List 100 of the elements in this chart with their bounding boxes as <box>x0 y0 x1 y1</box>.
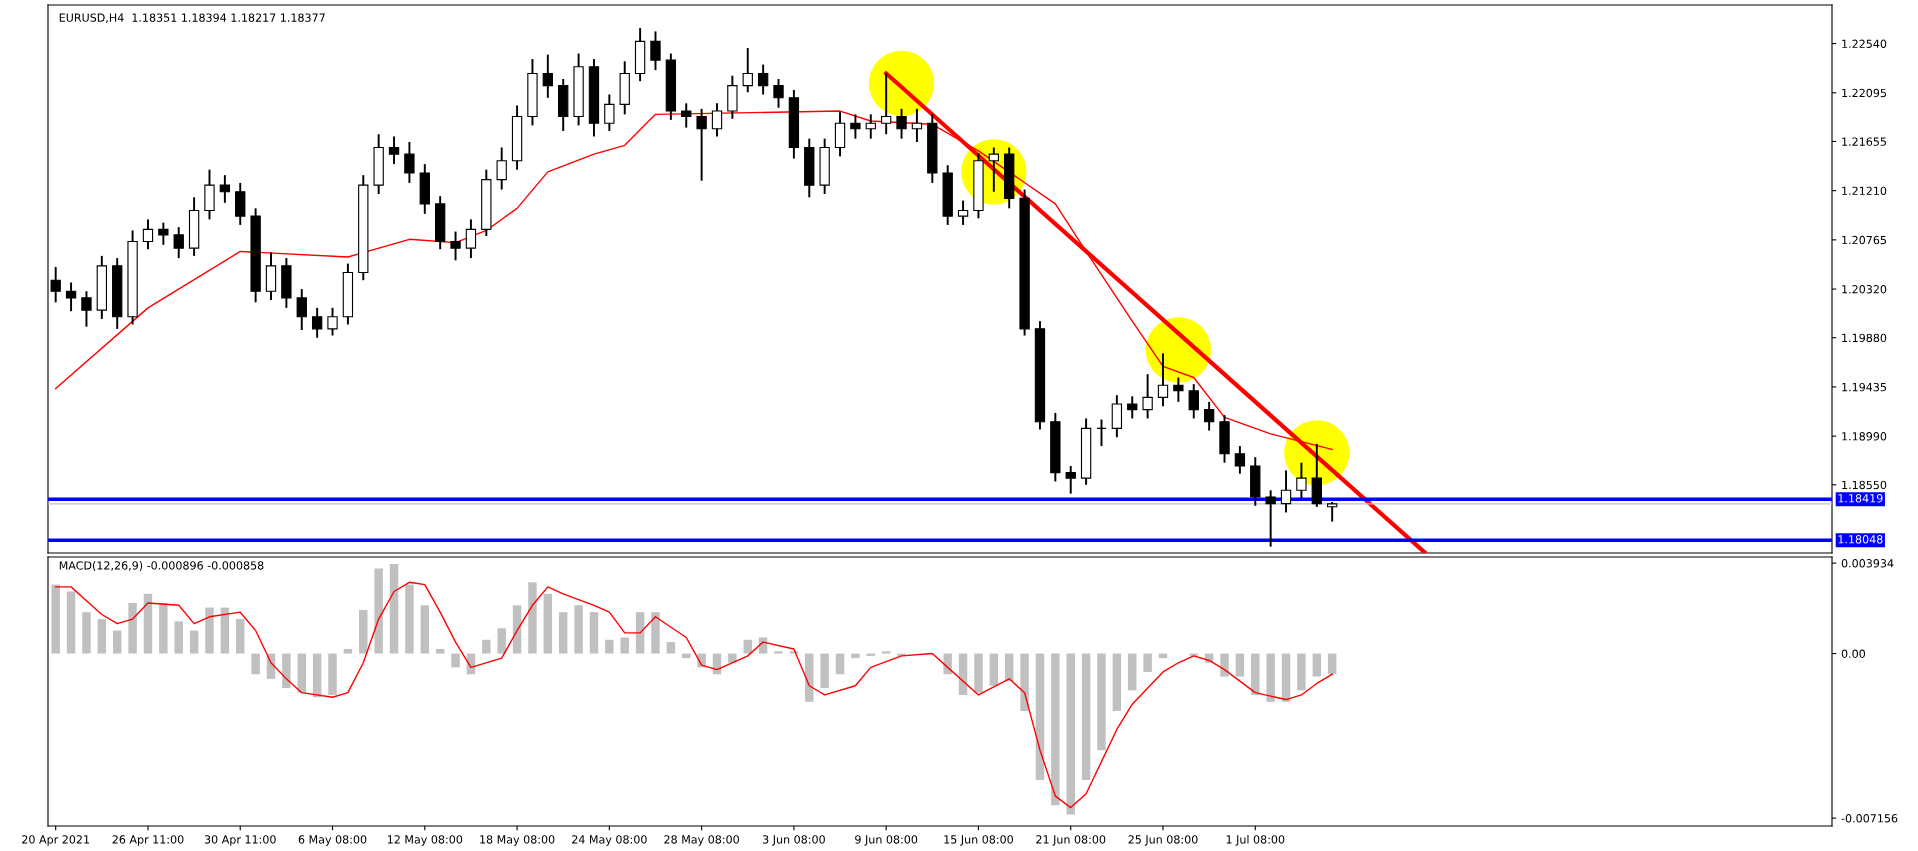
bar <box>251 653 260 675</box>
bar <box>482 639 491 654</box>
bar <box>159 602 168 654</box>
candlestick <box>496 146 507 191</box>
candlestick <box>81 290 92 328</box>
bar <box>1281 653 1291 702</box>
candlestick <box>1265 489 1276 548</box>
x-tick-label: 21 Jun 08:00 <box>1036 835 1106 846</box>
bar <box>758 637 768 654</box>
x-tick-label: 20 Apr 2021 <box>22 835 90 846</box>
candlestick <box>65 281 77 313</box>
bar <box>651 612 660 654</box>
bar <box>374 568 383 654</box>
point <box>868 50 935 116</box>
bar <box>297 653 306 693</box>
line-series <box>54 581 1333 809</box>
candlestick <box>850 113 861 140</box>
candlestick <box>311 306 323 339</box>
bar <box>1081 653 1091 781</box>
candlestick <box>173 226 184 260</box>
candlestick <box>604 93 615 132</box>
bar <box>112 630 122 654</box>
candlestick <box>1296 461 1307 500</box>
bar <box>881 651 891 654</box>
candlestick <box>865 113 876 140</box>
bar <box>328 653 337 695</box>
bar <box>1297 653 1306 691</box>
candlestick <box>1280 469 1292 514</box>
x-tick-label: 28 May 08:00 <box>664 835 739 846</box>
candlestick <box>542 53 553 99</box>
bar <box>958 653 968 695</box>
bar <box>312 653 322 698</box>
candlestick <box>450 230 461 262</box>
bar <box>282 653 291 689</box>
candlestick <box>881 72 892 136</box>
y-tick-label: 1.20320 <box>1842 285 1887 294</box>
bar <box>743 639 752 654</box>
x-tick-label: 3 Jun 08:00 <box>762 835 825 846</box>
bar <box>543 593 553 654</box>
bar <box>1220 653 1229 677</box>
bar <box>497 628 506 654</box>
bar <box>1327 653 1337 675</box>
bar <box>774 651 783 654</box>
candlestick <box>757 63 769 96</box>
x-tick-label: 30 Apr 11:00 <box>204 835 276 846</box>
y-tick-label: 1.22095 <box>1842 88 1886 98</box>
bar <box>1020 653 1029 712</box>
candlestick <box>1127 395 1138 420</box>
bar <box>174 621 183 654</box>
candlestick <box>404 141 415 184</box>
candlestick <box>1173 376 1184 403</box>
bar <box>1035 653 1045 781</box>
y-tick-label: 1.21210 <box>1842 186 1887 196</box>
candlestick <box>681 102 692 129</box>
bar <box>205 607 214 654</box>
bar <box>635 612 645 654</box>
candlestick <box>1203 400 1215 432</box>
candlestick <box>1157 352 1169 408</box>
ref-line-label: 1.18419 <box>1838 494 1883 503</box>
x-tick-label: 24 May 08:00 <box>572 835 647 846</box>
bar <box>820 653 829 689</box>
candlestick <box>158 221 169 246</box>
bar <box>189 630 199 654</box>
candlestick <box>1188 383 1199 420</box>
x-tick-label: 12 May 08:00 <box>387 835 463 846</box>
y-tick-label: 1.18550 <box>1842 480 1887 490</box>
bar <box>943 653 952 675</box>
bar <box>1066 653 1075 815</box>
bar <box>1312 653 1322 677</box>
bar <box>574 605 583 654</box>
candlestick <box>957 199 969 226</box>
candlestick <box>911 107 923 143</box>
y-tick-label: 1.18990 <box>1842 432 1887 441</box>
y-tick-label: 1.19880 <box>1842 333 1887 343</box>
bar <box>51 584 60 654</box>
x-tick-label: 1 Jul 08:00 <box>1226 835 1285 846</box>
bar <box>589 612 599 654</box>
y-tick-label: 1.21655 <box>1842 137 1886 146</box>
bar <box>620 637 629 654</box>
bar <box>405 584 414 654</box>
bar <box>82 612 91 654</box>
text: EURUSD,H4 1.18351 1.18394 1.18217 1.18377 <box>59 13 325 23</box>
x-tick-label: 6 May 08:00 <box>298 835 367 846</box>
y-tick-label: -0.007156 <box>1841 814 1898 823</box>
candlestick <box>142 218 154 251</box>
bar <box>605 639 614 654</box>
bar <box>220 607 230 654</box>
bar <box>805 653 814 702</box>
bar <box>1235 653 1245 677</box>
candlestick <box>1065 465 1076 495</box>
bar <box>128 602 137 654</box>
chart-title: MACD(12,26,9) -0.000896 -0.000858 <box>59 561 264 571</box>
bar <box>512 605 522 654</box>
bar <box>389 563 399 654</box>
y-tick-label: 0.003934 <box>1841 559 1894 568</box>
bar <box>1112 653 1122 712</box>
candlestick <box>773 78 784 109</box>
bar <box>974 653 983 693</box>
x-tick-label: 25 Jun 08:00 <box>1128 835 1198 846</box>
bar <box>1051 653 1060 806</box>
